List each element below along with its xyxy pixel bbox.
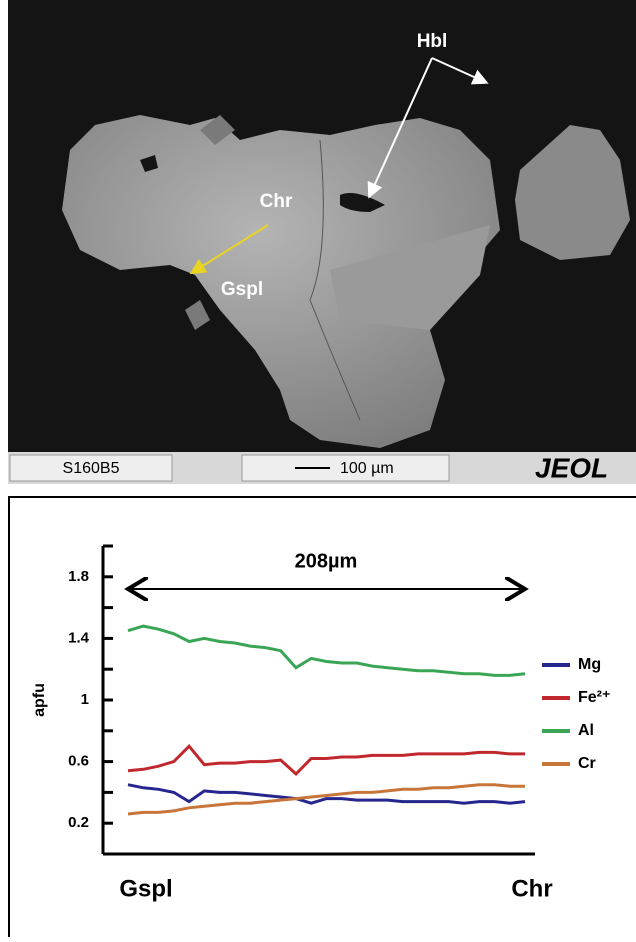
figure: Hbl Chr Gspl S160B5 100 µm JEOL 208µm ap… — [0, 0, 636, 937]
mineral-label: Hbl — [417, 31, 448, 52]
x-end-label: Chr — [511, 875, 552, 902]
annotation: 208µm — [295, 550, 358, 572]
y-axis-label: apfu — [31, 683, 48, 717]
legend-label: Fe²⁺ — [578, 689, 610, 706]
mineral-label: Gspl — [221, 279, 263, 300]
y-tick-label: 1 — [81, 691, 89, 708]
mineral-label: Chr — [260, 191, 293, 212]
scale-label: 100 µm — [340, 460, 394, 477]
y-tick-label: 0.2 — [68, 814, 89, 831]
y-tick-label: 0.6 — [68, 753, 89, 770]
brand: JEOL — [535, 452, 608, 483]
legend-label: Cr — [578, 755, 596, 772]
micrograph — [8, 0, 636, 452]
legend-label: Mg — [578, 656, 601, 673]
page: {"image_panel": {"labels": ["Hbl", "Chr"… — [0, 0, 636, 937]
y-tick-label: 1.4 — [68, 629, 90, 646]
sample-id: S160B5 — [63, 460, 120, 477]
x-start-label: Gspl — [119, 875, 172, 902]
y-tick-label: 1.8 — [68, 568, 89, 585]
legend-label: Al — [578, 722, 594, 739]
